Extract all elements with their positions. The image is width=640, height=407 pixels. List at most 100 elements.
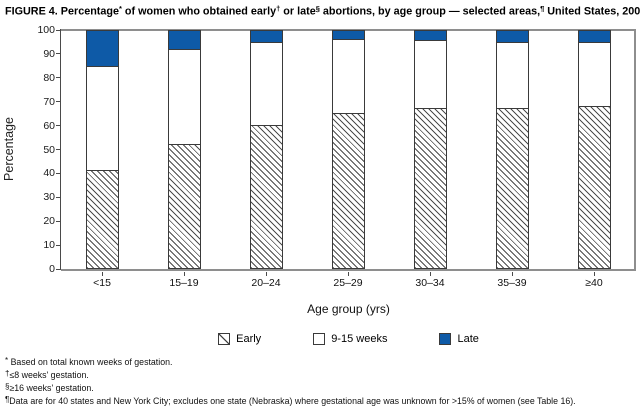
y-tick-label: 0 xyxy=(49,263,55,275)
title-text: United States, 2004 xyxy=(544,5,640,18)
y-tick-label: 80 xyxy=(43,71,55,84)
segment-early xyxy=(578,106,610,268)
segment-9-15-weeks xyxy=(414,40,446,110)
legend-label: 9-15 weeks xyxy=(331,333,388,345)
segment-early xyxy=(496,109,528,268)
title-footnote-marker: * xyxy=(119,4,122,13)
y-tick-mark xyxy=(56,196,60,198)
segment-9-15-weeks xyxy=(86,66,118,171)
legend: Early 9-15 weeks Late xyxy=(61,333,636,345)
title-footnote-marker: ¶ xyxy=(540,4,545,13)
bar-≥40 xyxy=(577,30,611,269)
x-tick-mark xyxy=(429,271,431,276)
y-tick-mark xyxy=(56,149,60,150)
footnote-marker: ¶ xyxy=(5,395,10,404)
segment-late xyxy=(168,31,200,50)
y-tick-mark xyxy=(56,244,60,246)
x-tick-label: <15 xyxy=(93,277,111,289)
segment-early xyxy=(332,113,364,268)
footnote-text: ≥16 weeks' gestation. xyxy=(9,383,94,393)
bar-20–24 xyxy=(249,30,283,269)
footnote-text: Based on total known weeks of gestation. xyxy=(8,357,173,367)
segment-late xyxy=(496,31,528,43)
segment-early xyxy=(250,125,282,268)
title-footnote-marker: § xyxy=(315,4,320,13)
footnote-marker: * xyxy=(5,356,9,365)
x-tick-label: 15–19 xyxy=(169,277,199,289)
y-tick-mark xyxy=(56,101,60,103)
x-tick-label: 20–24 xyxy=(251,277,281,289)
footnote-text: ≤8 weeks' gestation. xyxy=(9,370,89,380)
title-footnote-marker: † xyxy=(276,4,281,13)
y-tick-label: 100 xyxy=(37,24,55,36)
segment-9-15-weeks xyxy=(250,42,282,126)
segment-late xyxy=(414,31,446,41)
y-tick-mark xyxy=(56,53,60,55)
footnote-text: Data are for 40 states and New York City… xyxy=(9,396,576,406)
title-text: or late xyxy=(280,5,316,18)
title-text: of women who obtained early xyxy=(121,5,277,18)
legend-label: Early xyxy=(236,333,262,345)
bar-15–19 xyxy=(167,30,201,269)
bar-30–34 xyxy=(413,30,447,269)
y-tick-label: 60 xyxy=(43,119,55,132)
figure-title: FIGURE 4. Percentage* of women who obtai… xyxy=(5,4,640,18)
segment-9-15-weeks xyxy=(168,49,200,145)
footnote-marker: † xyxy=(5,369,10,378)
footnote: ¶Data are for 40 states and New York Cit… xyxy=(5,394,637,407)
segment-late xyxy=(86,31,118,67)
y-tick-mark xyxy=(56,125,60,127)
y-axis-line xyxy=(60,29,61,270)
legend-item-solid: Late xyxy=(439,333,479,345)
y-tick-label: 20 xyxy=(43,215,55,228)
segment-late xyxy=(332,31,364,41)
y-tick-mark xyxy=(56,77,60,79)
x-tick-label: 30–34 xyxy=(415,277,445,289)
footnote: §≥16 weeks' gestation. xyxy=(5,381,637,394)
footnotes: * Based on total known weeks of gestatio… xyxy=(5,355,637,407)
segment-9-15-weeks xyxy=(332,40,364,114)
title-text: FIGURE 4. Percentage xyxy=(5,5,120,18)
y-tick-mark xyxy=(56,220,60,222)
title-text: abortions, by age group — selected areas… xyxy=(319,5,541,18)
y-tick-mark xyxy=(56,172,60,174)
y-axis-title: Percentage xyxy=(2,117,16,181)
solid-swatch-icon xyxy=(439,333,452,345)
plot-area xyxy=(61,30,633,269)
bar-35–39 xyxy=(495,30,529,269)
footnote-marker: § xyxy=(5,382,10,391)
x-tick-mark xyxy=(347,271,349,276)
x-tick-label: 35–39 xyxy=(497,277,527,289)
legend-item-hatched: Early xyxy=(218,333,261,345)
segment-late xyxy=(578,31,610,43)
x-tick-mark xyxy=(511,271,513,276)
bar-<15 xyxy=(85,30,119,269)
y-tick-label: 40 xyxy=(43,167,55,180)
hatched-swatch-icon xyxy=(218,333,231,345)
y-tick-label: 30 xyxy=(43,191,55,204)
segment-early xyxy=(86,170,118,268)
bar-25–29 xyxy=(331,30,365,269)
segment-9-15-weeks xyxy=(496,42,528,110)
y-tick-label: 70 xyxy=(43,95,55,108)
segment-early xyxy=(414,109,446,268)
open-swatch-icon xyxy=(313,333,326,345)
y-tick-label: 90 xyxy=(43,47,55,60)
y-tick-label: 50 xyxy=(43,143,55,156)
footnote: †≤8 weeks' gestation. xyxy=(5,368,637,381)
y-tick-mark xyxy=(56,268,60,270)
x-tick-mark xyxy=(183,271,185,276)
x-tick-mark xyxy=(101,271,103,276)
x-tick-mark xyxy=(593,271,595,276)
segment-late xyxy=(250,31,282,43)
x-axis-title: Age group (yrs) xyxy=(307,302,390,316)
legend-item-open: 9-15 weeks xyxy=(313,333,387,345)
segment-9-15-weeks xyxy=(578,42,610,107)
legend-label: Late xyxy=(457,333,479,345)
segment-early xyxy=(168,144,200,268)
x-tick-label: ≥40 xyxy=(585,277,603,289)
y-tick-mark xyxy=(56,29,60,31)
x-tick-label: 25–29 xyxy=(333,277,363,289)
footnote: * Based on total known weeks of gestatio… xyxy=(5,355,637,368)
